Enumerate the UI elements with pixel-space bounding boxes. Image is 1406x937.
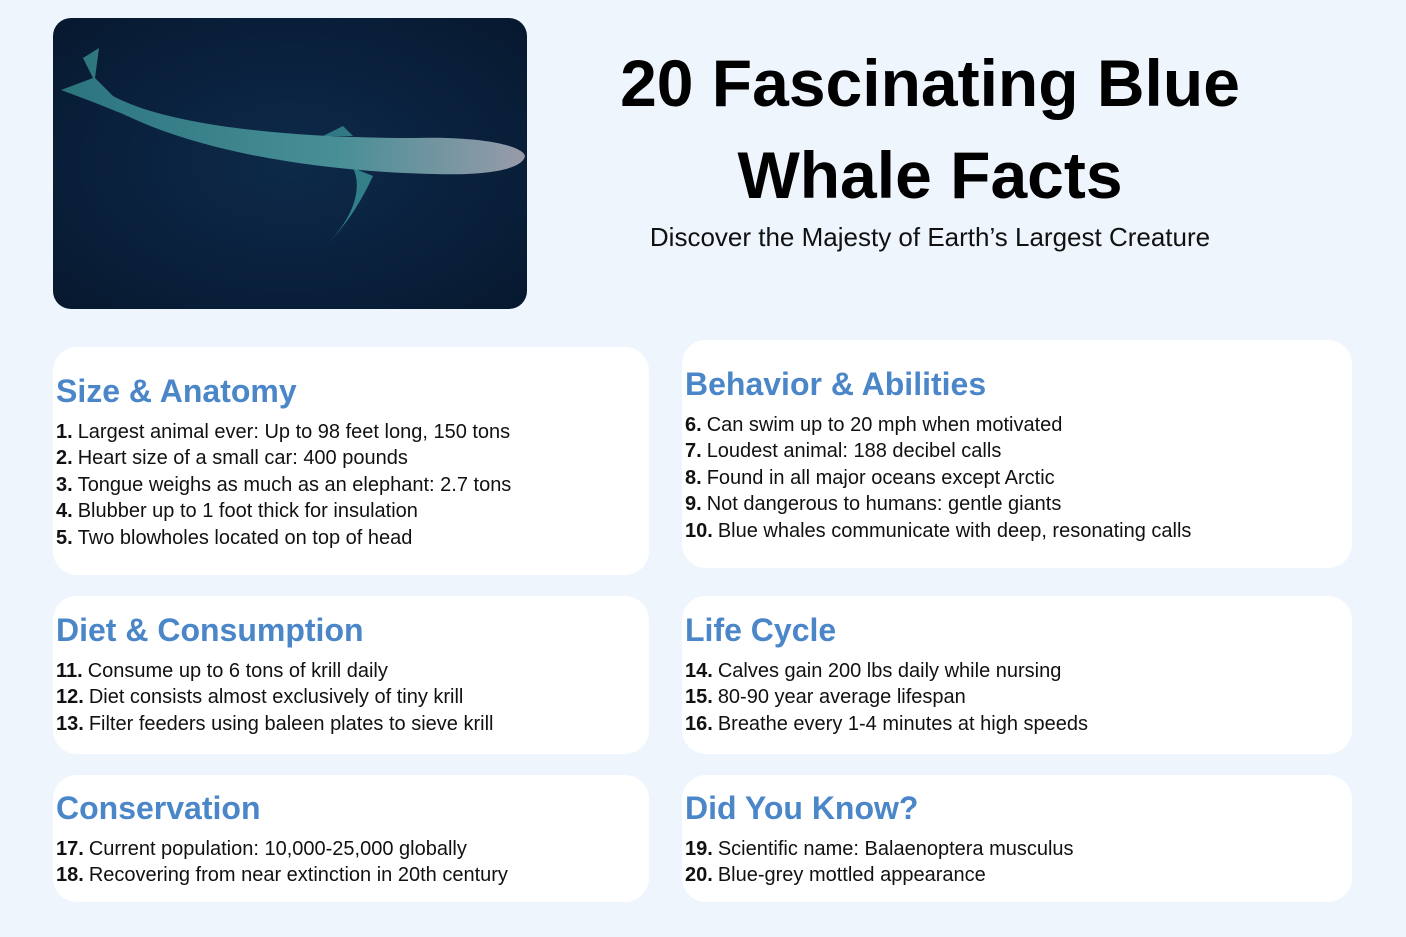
fact-card: Size & Anatomy 1. Largest animal ever: Up …: [53, 347, 649, 575]
fact-item: 13. Filter feeders using baleen plates to…: [56, 711, 649, 737]
section-heading: Behavior & Abilities: [685, 366, 987, 402]
fact-item: 4. Blubber up to 1 foot thick for insulat…: [56, 498, 649, 524]
fact-number: 1.: [56, 421, 73, 443]
fact-number: 11.: [56, 660, 83, 682]
section-heading: Diet & Consumption: [56, 612, 364, 648]
fact-number: 13.: [56, 712, 84, 735]
fact-number: 4.: [56, 500, 73, 523]
fact-text: Consume up to 6 tons of krill daily: [87, 660, 388, 682]
fact-number: 17.: [56, 838, 84, 860]
fact-text: Scientific name: Balaenoptera musculus: [717, 838, 1074, 860]
fact-number: 9.: [685, 493, 702, 516]
fact-text: 80-90 year average lifespan: [717, 686, 966, 709]
fact-number: 14.: [685, 660, 713, 682]
fact-number: 2.: [56, 447, 73, 470]
fact-item: 17. Current population: 10,000-25,000 glo…: [56, 836, 649, 862]
fact-text: Tongue weighs as much as an elephant: 2.…: [77, 473, 512, 496]
fact-item: 8. Found in all major oceans except Arcti…: [685, 465, 1352, 491]
fact-number: 19.: [685, 838, 713, 860]
title: 20 Fascinating Blue: [620, 46, 1240, 120]
fact-text: Largest animal ever: Up to 98 feet long,…: [77, 421, 511, 443]
section-heading: Life Cycle: [685, 612, 837, 648]
fact-item: 15. 80-90 year average lifespan: [685, 684, 1352, 710]
fact-number: 10.: [685, 519, 713, 542]
fact-number: 18.: [56, 864, 84, 887]
fact-text: Blubber up to 1 foot thick for insulatio…: [77, 500, 418, 523]
fact-number: 8.: [685, 466, 702, 489]
fact-text: Loudest animal: 188 decibel calls: [706, 440, 1002, 463]
fact-item: 10. Blue whales communicate with deep, re…: [685, 518, 1352, 544]
fact-text: Two blowholes located on top of head: [77, 526, 413, 549]
fact-text: Found in all major oceans except Arctic: [706, 466, 1055, 489]
fact-text: Blue-grey mottled appearance: [717, 864, 986, 887]
fact-number: 6.: [685, 414, 702, 436]
fact-text: Filter feeders using baleen plates to si…: [88, 712, 494, 735]
fact-item: 9. Not dangerous to humans: gentle giants: [685, 491, 1352, 517]
section-heading: Size & Anatomy: [56, 373, 297, 409]
fact-card: Behavior & Abilities 6. Can swim up to 20 …: [682, 340, 1352, 568]
fact-number: 16.: [685, 712, 713, 735]
fact-card: Did You Know? 19. Scientific name: Balaeno…: [682, 775, 1352, 902]
fact-number: 5.: [56, 526, 73, 549]
fact-item: 6. Can swim up to 20 mph when motivated: [685, 412, 1352, 438]
fact-text: Can swim up to 20 mph when motivated: [706, 414, 1063, 436]
fact-item: 7. Loudest animal: 188 decibel calls: [685, 438, 1352, 464]
fact-card: Life Cycle 14. Calves gain 200 lbs daily w…: [682, 596, 1352, 754]
fact-card: Diet & Consumption 11. Consume up to 6 ton…: [53, 596, 649, 754]
fact-number: 12.: [56, 686, 84, 709]
section-heading: Conservation: [56, 790, 261, 826]
fact-text: Blue whales communicate with deep, reson…: [717, 519, 1192, 542]
fact-text: Calves gain 200 lbs daily while nursing: [717, 660, 1062, 682]
fact-number: 3.: [56, 473, 73, 496]
fact-text: Not dangerous to humans: gentle giants: [706, 493, 1062, 516]
fact-item: 16. Breathe every 1-4 minutes at high spe…: [685, 711, 1352, 737]
fact-text: Heart size of a small car: 400 pounds: [77, 447, 408, 470]
fact-item: 18. Recovering from near extinction in 20…: [56, 862, 649, 888]
fact-item: 11. Consume up to 6 tons of krill daily: [56, 658, 649, 684]
title: Whale Facts: [737, 138, 1123, 212]
fact-item: 1. Largest animal ever: Up to 98 feet lon…: [56, 419, 649, 445]
fact-number: 20.: [685, 864, 713, 887]
fact-item: 14. Calves gain 200 lbs daily while nursi…: [685, 658, 1352, 684]
fact-text: Breathe every 1-4 minutes at high speeds: [717, 712, 1089, 735]
section-heading: Did You Know?: [685, 790, 919, 826]
fact-item: 12. Diet consists almost exclusively of t…: [56, 684, 649, 710]
fact-item: 3. Tongue weighs as much as an elephant: …: [56, 472, 649, 498]
fact-number: 7.: [685, 440, 702, 463]
fact-text: Recovering from near extinction in 20th …: [88, 864, 508, 887]
fact-text: Diet consists almost exclusively of tiny…: [88, 686, 464, 709]
fact-number: 15.: [685, 686, 713, 709]
whale-photo: [53, 18, 527, 309]
fact-item: 2. Heart size of a small car: 400 pounds: [56, 445, 649, 471]
fact-item: 20. Blue-grey mottled appearance: [685, 862, 1352, 888]
subtitle: Discover the Majesty of Earth’s Largest …: [649, 222, 1211, 252]
fact-item: 5. Two blowholes located on top of head: [56, 525, 649, 551]
fact-text: Current population: 10,000-25,000 global…: [88, 838, 467, 860]
fact-card: Conservation 17. Current population: 10,00…: [53, 775, 649, 902]
fact-item: 19. Scientific name: Balaenoptera musculu…: [685, 836, 1352, 862]
